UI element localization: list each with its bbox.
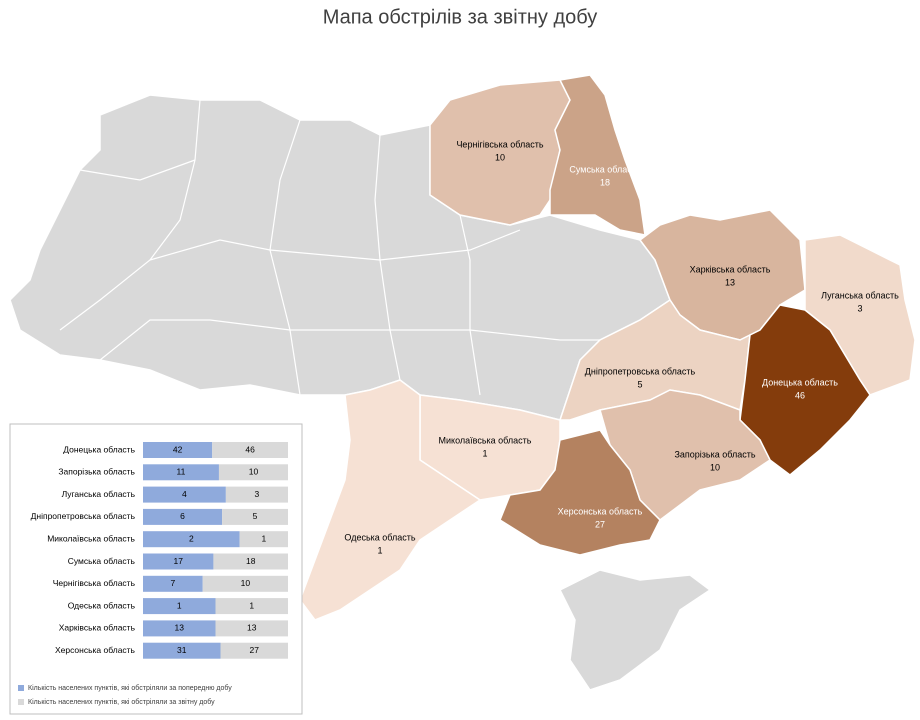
bar-segment [143, 642, 221, 659]
bar-value: 27 [250, 645, 260, 655]
region-name: Донецька область [762, 377, 838, 387]
legend-swatch [18, 699, 24, 705]
category-label: Донецька область [63, 444, 135, 454]
bar-segment [143, 531, 240, 548]
region-border [99, 319, 600, 361]
bar-value: 11 [177, 467, 186, 477]
bar-segment [143, 553, 214, 570]
legend-swatch [18, 685, 24, 691]
region-border [79, 159, 196, 181]
bar-value: 13 [247, 623, 257, 633]
region-name: Сумська область [569, 164, 641, 174]
category-label: Запорізька область [58, 467, 135, 477]
region-name: Чернігівська область [456, 139, 543, 149]
bar-segment [143, 598, 216, 615]
bar-value: 42 [173, 444, 183, 454]
bar-value: 5 [253, 511, 258, 521]
bar-segment [213, 553, 288, 570]
bar-value: 4 [182, 489, 187, 499]
bar-value: 1 [261, 533, 266, 543]
title: Мапа обстрілів за звітну добу [323, 6, 598, 28]
region-name: Миколаївська область [439, 435, 532, 445]
bar-value: 1 [177, 600, 182, 610]
base-map [9, 94, 712, 691]
bar-segment [202, 575, 288, 592]
bar-segment [215, 620, 288, 637]
bar-value: 31 [177, 645, 187, 655]
category-label: Сумська область [68, 556, 136, 566]
region-name: Дніпропетровська область [585, 366, 696, 376]
region [499, 429, 661, 556]
bar-segment [143, 575, 203, 592]
region-value: 46 [795, 390, 805, 400]
bar-segment [239, 531, 288, 548]
bar-segment [143, 486, 226, 503]
region-value: 1 [482, 448, 487, 458]
bar-value: 6 [180, 511, 185, 521]
region-value: 10 [710, 462, 720, 472]
region-name: Одеська область [344, 532, 416, 542]
category-label: Чернігівська область [53, 578, 136, 588]
region-border [59, 99, 201, 331]
bar-value: 3 [255, 489, 260, 499]
category-label: Одеська область [68, 600, 136, 610]
bar-value: 2 [189, 533, 194, 543]
region [549, 74, 646, 236]
bar-segment [143, 620, 216, 637]
category-label: Херсонська область [55, 645, 136, 655]
region-name: Луганська область [821, 290, 899, 300]
crimea [558, 569, 712, 691]
bar-value: 10 [241, 578, 251, 588]
bar-segment [215, 598, 288, 615]
region-value: 13 [725, 277, 735, 287]
region-value: 1 [377, 545, 382, 555]
bar-segment [212, 442, 288, 458]
bar-segment [143, 508, 223, 525]
region-name: Херсонська область [558, 506, 643, 516]
legend-label: Кількість населених пунктів, які обстріл… [28, 698, 215, 706]
bar-value: 13 [175, 623, 185, 633]
bar-segment [222, 508, 288, 525]
category-label: Дніпропетровська область [31, 511, 136, 521]
category-label: Харківська область [59, 623, 136, 633]
region-border [149, 229, 521, 261]
bar-segment [143, 442, 213, 458]
bar-segment [225, 486, 288, 503]
region-name: Харківська область [690, 264, 771, 274]
regions: Чернігівська область 10 Сумська область 18 Х… [299, 74, 916, 621]
category-label: Луганська область [62, 489, 136, 499]
bar-value: 46 [245, 444, 255, 454]
bar-value: 18 [246, 556, 256, 566]
region-value: 3 [857, 303, 862, 313]
region-value: 10 [495, 152, 505, 162]
region-value: 18 [600, 177, 610, 187]
region-name: Запорізька область [674, 449, 755, 459]
region [299, 379, 482, 621]
bar-value: 17 [173, 556, 183, 566]
bar-segment [218, 464, 288, 481]
bar-value: 10 [249, 467, 259, 477]
category-label: Миколаївська область [47, 533, 135, 543]
region-border [459, 214, 481, 396]
bar-value: 7 [170, 578, 175, 588]
region-value: 5 [637, 379, 642, 389]
bar-segment [220, 642, 288, 659]
region-value: 27 [595, 519, 605, 529]
bar-value: 1 [249, 600, 254, 610]
legend-label: Кількість населених пунктів, які обстріл… [28, 684, 232, 692]
bar-segment [143, 464, 219, 481]
